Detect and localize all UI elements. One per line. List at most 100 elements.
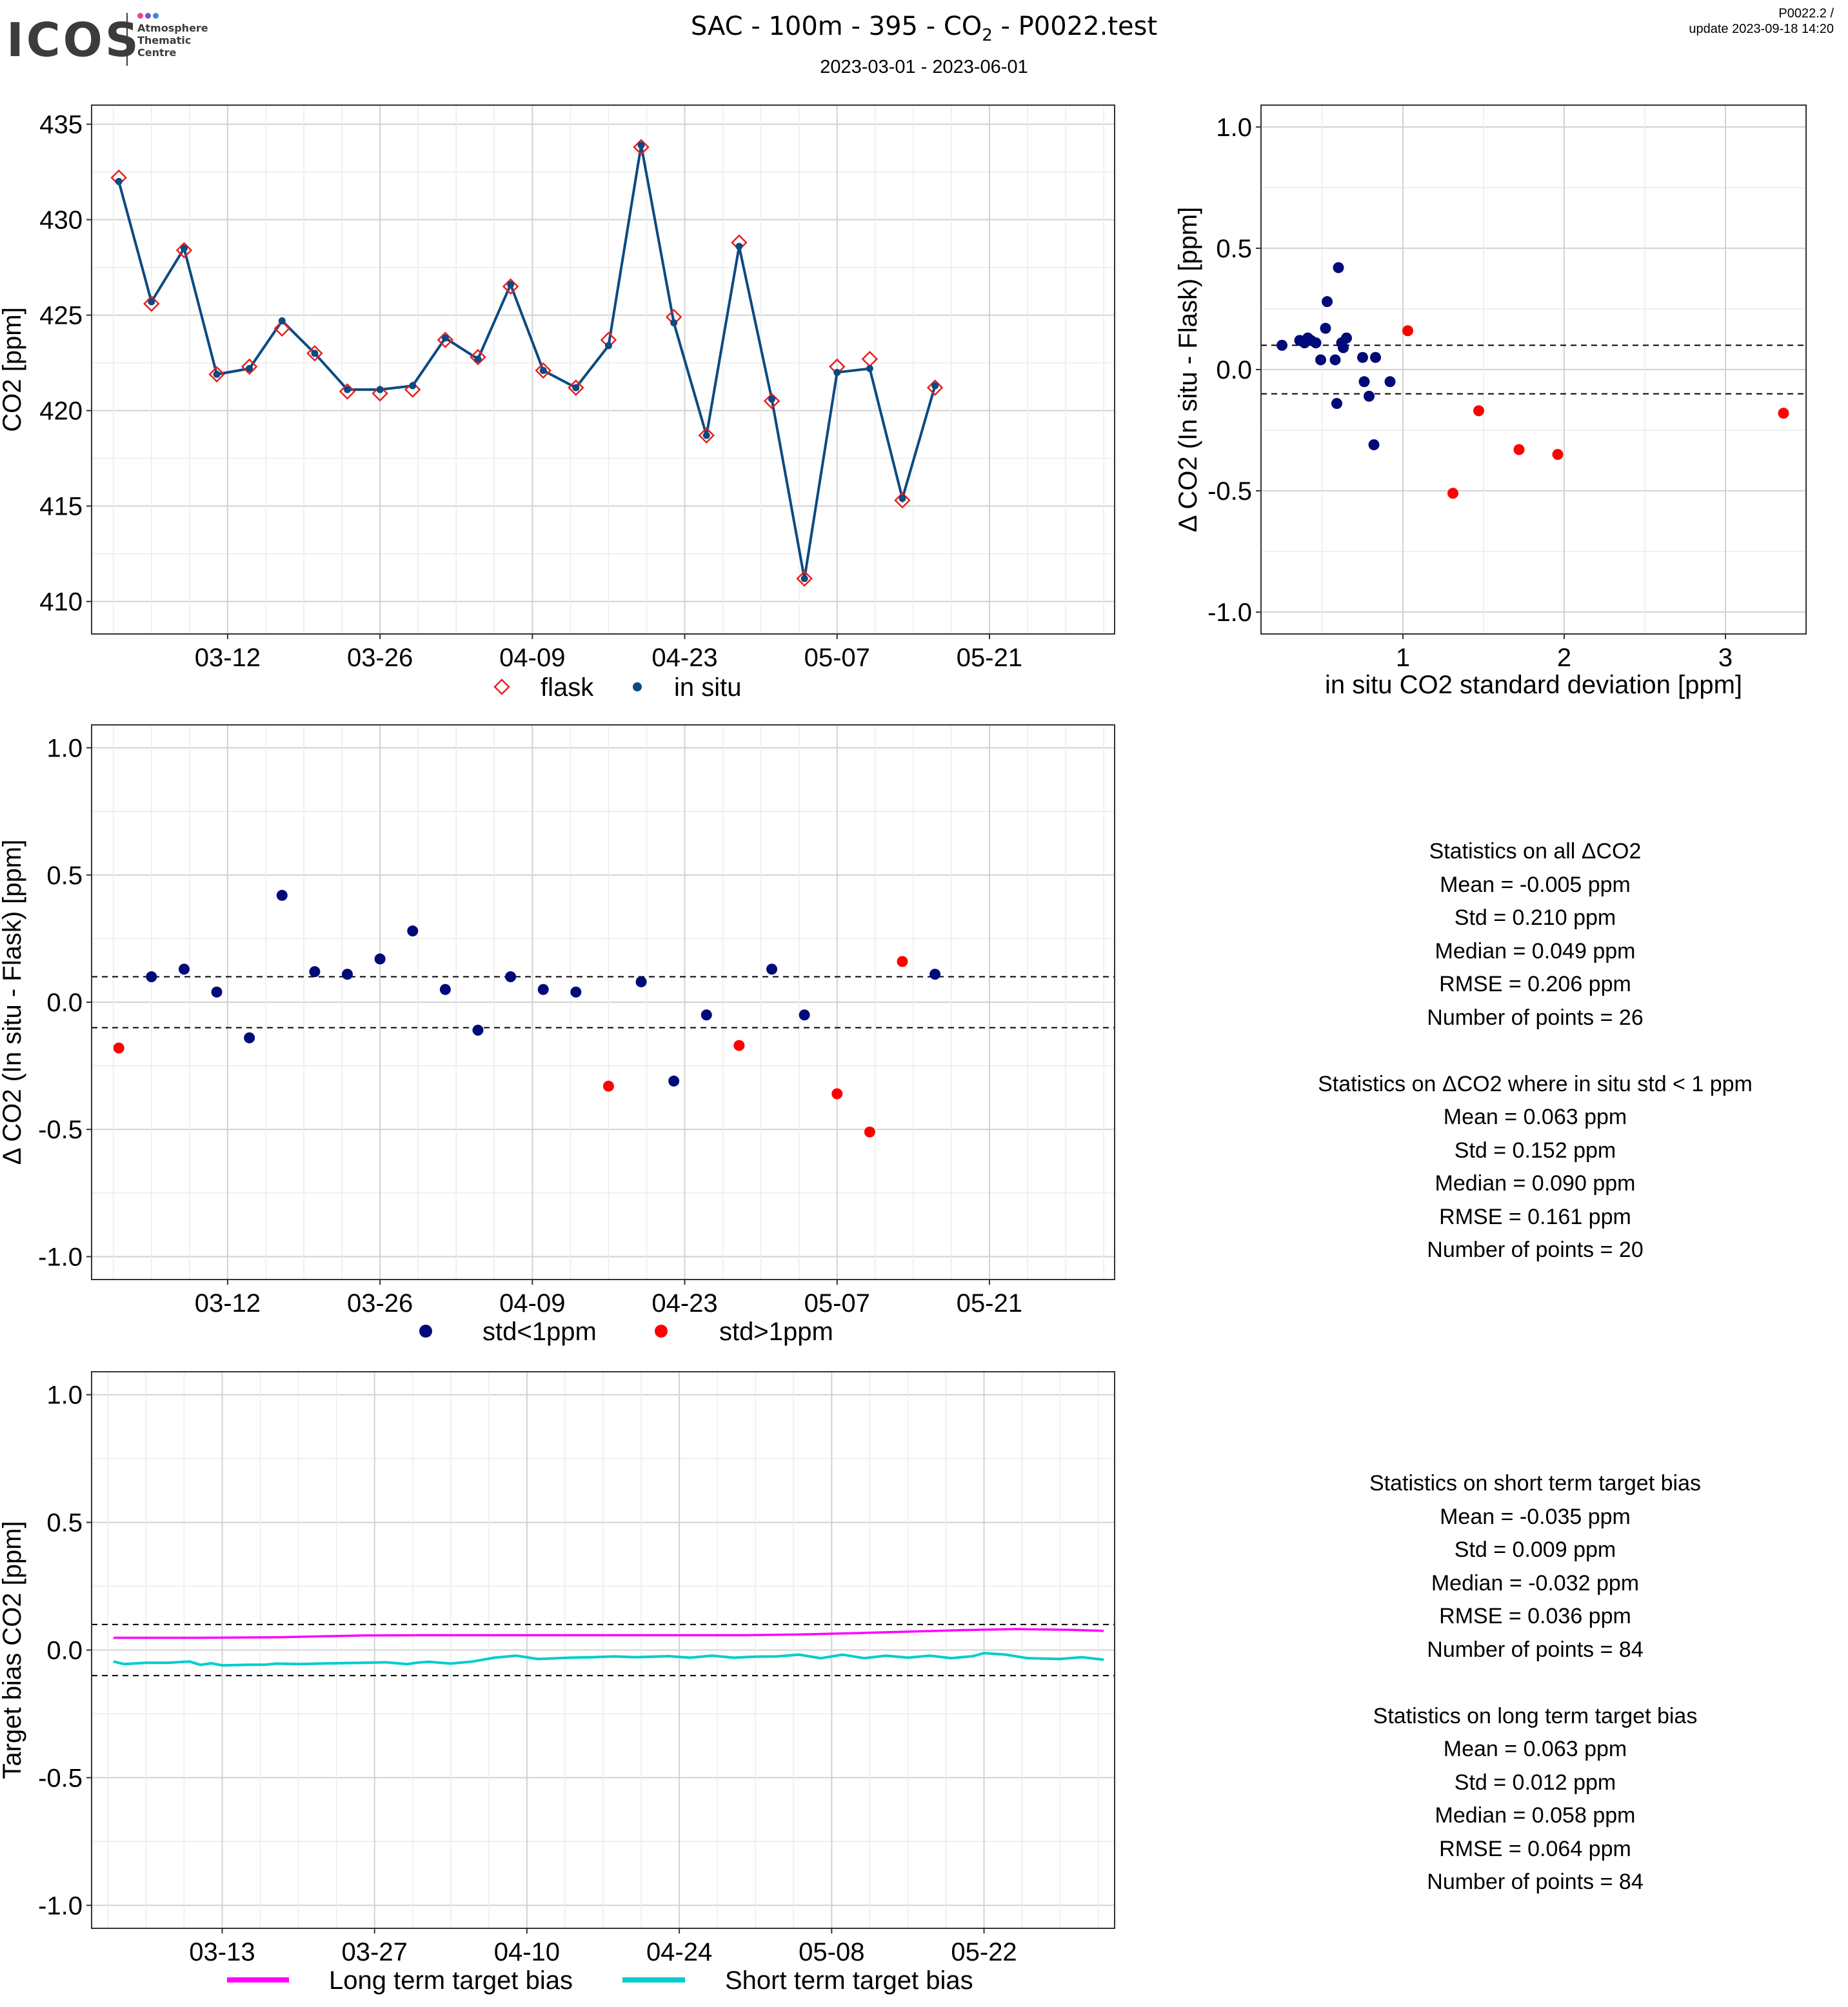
co2-chart-y-tick-label: 415 (39, 493, 83, 521)
stats-count: Number of points = 84 (1427, 1637, 1644, 1662)
co2-chart-flask-point (339, 383, 356, 400)
delta-time-chart-data-point (472, 1024, 484, 1036)
co2-chart-insitu-point (507, 281, 515, 288)
logo-wordmark: ICOS (6, 13, 141, 67)
delta-std-chart-data-point (1402, 325, 1413, 337)
delta-time-chart-legend-lt1-label: std<1ppm (482, 1318, 597, 1346)
co2-chart-insitu-point (866, 365, 873, 373)
co2-chart-flask-point (470, 348, 486, 366)
delta-time-chart-data-point (929, 969, 941, 980)
co2-chart-y-axis-label: CO2 [ppm] (0, 307, 26, 431)
stats-target-bias-panel: Statistics on short term target bias Mea… (1245, 1467, 1825, 1899)
delta-time-chart-data-point (602, 1080, 614, 1092)
stats-median: Median = -0.032 ppm (1431, 1570, 1640, 1596)
delta-std-chart-data-point (1778, 408, 1789, 419)
stats-std: Std = 0.009 ppm (1454, 1537, 1616, 1562)
delta-time-chart-x-tick-label: 05-07 (804, 1289, 870, 1318)
co2-chart-insitu-point (539, 366, 547, 374)
delta-time-chart-data-point (439, 984, 451, 995)
delta-std-chart-data-point (1320, 322, 1331, 334)
delta-std-chart-data-point (1364, 390, 1375, 402)
co2-chart-insitu-line (117, 144, 937, 579)
target-bias-chart-x-tick-label: 03-27 (342, 1938, 408, 1966)
delta-time-chart-x-tick-label: 05-21 (957, 1289, 1022, 1318)
update-label: update 2023-09-18 14:20 (1689, 22, 1834, 36)
delta-time-chart-data-point (668, 1075, 680, 1087)
stats-title: Statistics on short term target bias (1369, 1471, 1701, 1496)
co2-chart-insitu-point (278, 317, 286, 325)
delta-std-chart-y-axis-label: Δ CO2 (In situ - Flask) [ppm] (1174, 207, 1202, 533)
co2-chart-legend-flask-icon (493, 678, 510, 695)
co2-chart-flask-point (926, 379, 944, 396)
delta-time-chart-x-tick-label: 03-26 (347, 1289, 413, 1318)
co2-chart-flask-point (404, 381, 421, 398)
co2-chart-legend-insitu-label: in situ (674, 673, 742, 702)
target-bias-chart-x-tick-label: 04-24 (646, 1938, 712, 1966)
delta-time-chart-data-point (700, 1009, 712, 1021)
delta-time-chart-data-point (635, 976, 647, 987)
co2-chart-insitu-point (670, 319, 678, 326)
delta-std-chart-data-point (1277, 339, 1287, 351)
logo-subtitle: Atmosphere Thematic Centre (137, 22, 208, 59)
co2-chart-insitu-point (344, 386, 351, 393)
delta-std-chart-x-axis-label: in situ CO2 standard deviation [ppm] (1325, 671, 1742, 699)
co2-chart-flask-point (241, 358, 258, 375)
title-main: SAC - 100m - 395 - CO (690, 12, 982, 41)
target-bias-chart-y-tick-label: 1.0 (46, 1381, 83, 1410)
stats-count: Number of points = 20 (1427, 1238, 1644, 1262)
delta-std-chart-data-point (1338, 342, 1349, 353)
delta-std-chart-x-tick-label: 3 (1718, 644, 1733, 672)
target-bias-chart-legend-short-term-label: Short term target bias (725, 1966, 973, 1995)
co2-chart-flask-point (372, 385, 388, 402)
stats-mean: Mean = -0.005 ppm (1440, 872, 1631, 897)
target-bias-chart-short-term-line (113, 1652, 1104, 1667)
co2-chart-x-tick-label: 05-07 (804, 644, 870, 672)
co2-chart-y-tick-label: 435 (39, 111, 83, 139)
logo-dots-icon (137, 13, 163, 19)
delta-std-chart-data-point (1333, 262, 1344, 273)
version-label: P0022.2 / (1778, 6, 1834, 21)
co2-chart-x-tick-label: 04-23 (651, 644, 717, 672)
stats-median: Median = 0.058 ppm (1435, 1803, 1636, 1828)
stats-median: Median = 0.090 ppm (1435, 1171, 1636, 1196)
delta-std-chart-data-point (1331, 398, 1342, 410)
delta-time-chart-data-point (537, 984, 549, 995)
co2-chart-flask-point (208, 366, 225, 383)
target-bias-chart-x-tick-label: 05-22 (951, 1938, 1017, 1966)
delta-time-chart-data-point (309, 966, 321, 978)
logo-subtitle-line: Thematic (137, 34, 192, 46)
delta-time-chart-data-point (733, 1040, 745, 1051)
target-bias-chart-y-tick-label: 0.0 (46, 1637, 83, 1665)
delta-time-chart-data-point (178, 964, 190, 975)
date-range: 2023-03-01 - 2023-06-01 (820, 57, 1028, 77)
co2-chart-insitu-point (441, 334, 449, 342)
co2-chart-insitu-point (768, 395, 776, 403)
delta-std-chart-y-tick-label: 0.5 (1216, 235, 1252, 263)
delta-std-chart-x-tick-label: 2 (1557, 644, 1571, 672)
target-bias-chart-border (91, 1371, 1115, 1929)
delta-std-chart-data-point (1315, 354, 1326, 366)
co2-chart-insitu-point (637, 141, 645, 149)
target-bias-chart-x-tick-label: 03-13 (189, 1938, 255, 1966)
co2-chart-insitu-point (148, 298, 155, 306)
co2-chart-flask-point (306, 345, 323, 362)
stats-rmse: RMSE = 0.206 ppm (1439, 972, 1631, 996)
co2-chart-y-tick-label: 410 (39, 588, 83, 617)
co2-chart-insitu-point (246, 365, 253, 373)
delta-time-chart-legend-gt1-icon (655, 1325, 668, 1338)
co2-chart-insitu-point (474, 355, 482, 363)
co2-chart-insitu-point (180, 244, 188, 252)
co2-chart-y-tick-label: 430 (39, 206, 83, 235)
delta-std-chart-y-tick-label: -1.0 (1207, 598, 1252, 627)
delta-time-chart-data-point (831, 1088, 843, 1100)
logo-subtitle-line: Atmosphere (137, 22, 208, 34)
co2-chart-x-tick-label: 04-09 (499, 644, 565, 672)
title-subscript: 2 (982, 26, 993, 45)
delta-time-chart-data-point (897, 956, 908, 967)
delta-time-chart-y-tick-label: 0.5 (46, 862, 83, 890)
co2-chart-insitu-point (311, 350, 319, 357)
stats-rmse: RMSE = 0.064 ppm (1439, 1836, 1631, 1861)
delta-std-chart-data-point (1358, 376, 1370, 388)
co2-chart-flask-point (568, 379, 584, 396)
target-bias-chart-y-tick-label: 0.5 (46, 1509, 83, 1537)
